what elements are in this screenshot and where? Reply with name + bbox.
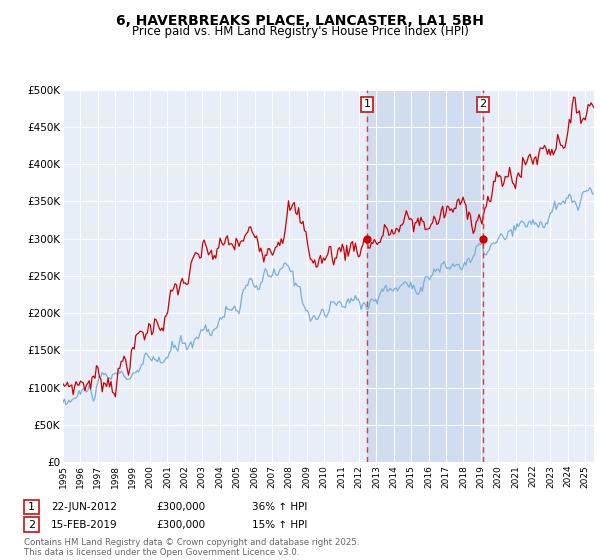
Bar bbox=[367, 90, 483, 462]
Text: 22-JUN-2012: 22-JUN-2012 bbox=[51, 502, 117, 512]
Text: 6, HAVERBREAKS PLACE, LANCASTER, LA1 5BH: 6, HAVERBREAKS PLACE, LANCASTER, LA1 5BH bbox=[116, 14, 484, 28]
Text: 1: 1 bbox=[28, 502, 35, 512]
Text: 2: 2 bbox=[28, 520, 35, 530]
Text: 2: 2 bbox=[479, 100, 487, 110]
Text: 36% ↑ HPI: 36% ↑ HPI bbox=[252, 502, 307, 512]
Text: Price paid vs. HM Land Registry's House Price Index (HPI): Price paid vs. HM Land Registry's House … bbox=[131, 25, 469, 38]
Text: £300,000: £300,000 bbox=[156, 520, 205, 530]
Text: Contains HM Land Registry data © Crown copyright and database right 2025.
This d: Contains HM Land Registry data © Crown c… bbox=[24, 538, 359, 557]
Text: £300,000: £300,000 bbox=[156, 502, 205, 512]
Text: 15% ↑ HPI: 15% ↑ HPI bbox=[252, 520, 307, 530]
Text: 1: 1 bbox=[364, 100, 371, 110]
Text: 15-FEB-2019: 15-FEB-2019 bbox=[51, 520, 118, 530]
